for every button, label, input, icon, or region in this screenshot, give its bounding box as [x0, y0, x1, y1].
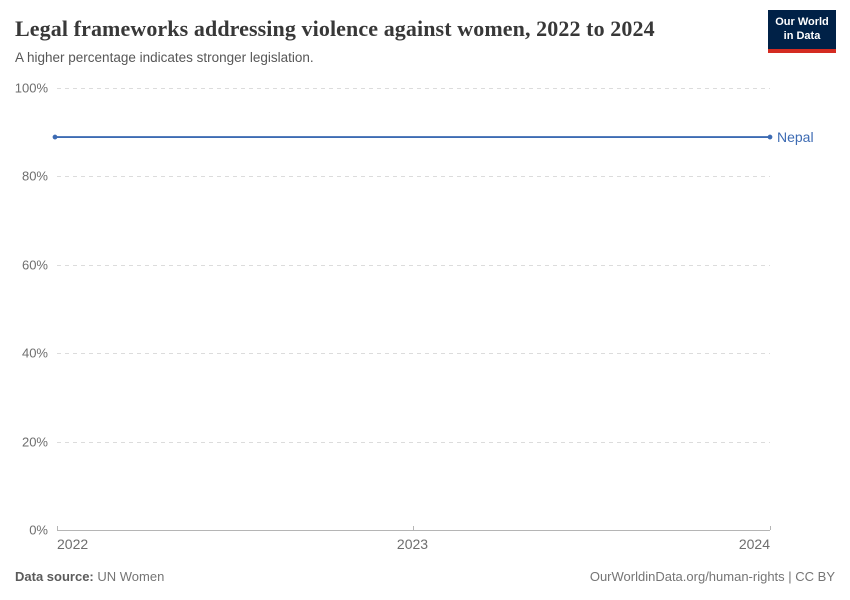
- y-axis-tick-label-100: 100%: [14, 80, 48, 96]
- owid-logo-text: Our World in Data: [768, 10, 836, 49]
- y-axis-tick-label-40: 40%: [21, 345, 48, 361]
- gridline-80: [57, 176, 770, 178]
- x-axis-tick-label-2023: 2023: [396, 536, 429, 552]
- x-axis-tick-2024: [770, 526, 771, 530]
- owid-logo-line1: Our World: [775, 15, 829, 28]
- gridline-60: [57, 264, 770, 266]
- gridline-100: [57, 88, 770, 89]
- chart-footer: Data source: UN Women OurWorldinData.org…: [15, 569, 835, 584]
- gridline-40: [57, 353, 770, 355]
- y-axis-tick-label-80: 80%: [21, 168, 48, 184]
- x-axis-tick-label-2024: 2024: [738, 536, 770, 552]
- owid-logo[interactable]: Our World in Data: [768, 10, 836, 53]
- series-point-nepal-start: [52, 134, 58, 140]
- page-subtitle: A higher percentage indicates stronger l…: [15, 50, 314, 65]
- y-axis-tick-label-20: 20%: [21, 434, 48, 450]
- data-source-value: UN Women: [93, 569, 165, 584]
- attribution-link[interactable]: OurWorldinData.org/human-rights | CC BY: [589, 569, 835, 584]
- data-source-label: Data source:: [15, 569, 94, 584]
- gridline-20: [57, 441, 770, 443]
- data-source: Data source: UN Women: [15, 569, 164, 584]
- series-label-nepal[interactable]: Nepal: [777, 129, 814, 146]
- y-axis-tick-label-0: 0%: [29, 522, 48, 538]
- page-title: Legal frameworks addressing violence aga…: [15, 16, 655, 41]
- x-axis-tick-2022: [57, 526, 58, 530]
- x-axis-tick-2023: [412, 526, 414, 530]
- x-axis-line: [57, 530, 770, 531]
- x-axis-tick-label-2022: 2022: [57, 536, 89, 552]
- y-axis-tick-label-60: 60%: [21, 257, 48, 273]
- owid-logo-stripe: [768, 49, 836, 53]
- series-point-nepal-end: [767, 134, 773, 140]
- owid-logo-line2: in Data: [783, 29, 821, 42]
